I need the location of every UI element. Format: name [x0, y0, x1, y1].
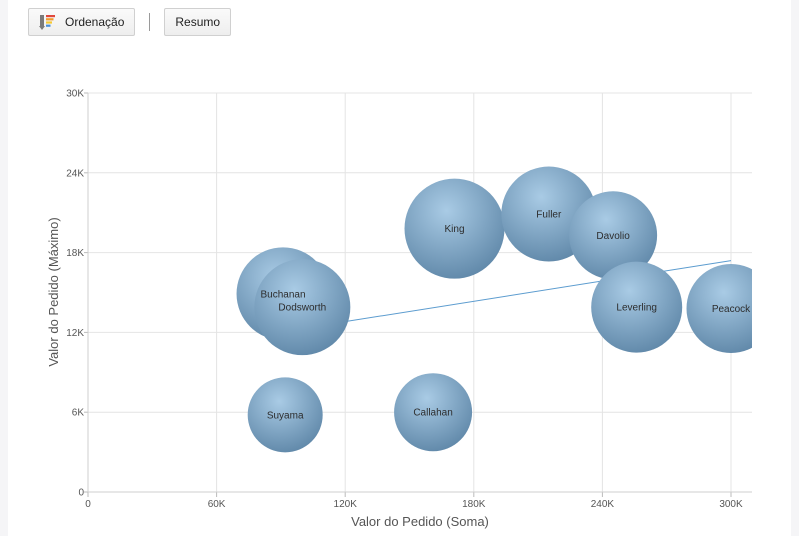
- x-tick-label: 240K: [591, 499, 615, 510]
- x-tick-label: 0: [85, 499, 91, 510]
- bubble-callahan[interactable]: [394, 373, 473, 452]
- chart-panel: [8, 0, 791, 536]
- x-tick-label: 180K: [462, 499, 486, 510]
- bubble-suyama[interactable]: [247, 377, 323, 453]
- axes: 0 6K 12K 18K 24K 30K 0 60K 120K 180K 240K 300K: [66, 89, 752, 510]
- sort-button-label: Ordenação: [65, 15, 125, 29]
- bubble-label: Peacock: [712, 304, 751, 315]
- y-tick-label: 18K: [66, 248, 84, 259]
- bubble-label: Leverling: [616, 303, 657, 314]
- bubble-label: Fuller: [536, 210, 562, 221]
- bubble-label: King: [445, 224, 465, 235]
- x-tick-label: 120K: [334, 499, 358, 510]
- sort-button[interactable]: Ordenação: [28, 8, 136, 36]
- bubble-leverling[interactable]: [591, 261, 683, 353]
- y-tick-label: 6K: [72, 408, 85, 419]
- toolbar-separator: [149, 13, 151, 31]
- bubble-peacock[interactable]: [686, 263, 776, 353]
- bubble-king[interactable]: [404, 178, 505, 279]
- sort-bars-icon: [39, 15, 55, 30]
- bubble-labels: Buchanan Dodsworth Suyama Callahan King Fulle…: [261, 210, 752, 422]
- bubbles: [236, 166, 776, 453]
- bubble-label: Davolio: [596, 231, 630, 242]
- bubble-label: Dodsworth: [278, 303, 326, 314]
- x-tick-label: 300K: [719, 499, 743, 510]
- summary-button[interactable]: Resumo: [164, 8, 232, 36]
- bubble-label: Callahan: [413, 408, 452, 419]
- chart-toolbar: Ordenação Resumo: [28, 7, 232, 37]
- summary-button-label: Resumo: [175, 15, 221, 29]
- y-tick-label: 0: [78, 488, 84, 499]
- bubble-davolio[interactable]: [569, 191, 658, 280]
- x-tick-label: 60K: [208, 499, 226, 510]
- y-tick-label: 30K: [66, 89, 84, 100]
- bubble-dodsworth[interactable]: [254, 259, 351, 356]
- x-axis-title: Valor do Pedido (Soma): [351, 514, 489, 529]
- y-tick-label: 24K: [66, 168, 84, 179]
- bubble-label: Suyama: [267, 410, 304, 421]
- bubble-label: Buchanan: [261, 289, 306, 300]
- y-tick-label: 12K: [66, 328, 84, 339]
- y-axis-title: Valor do Pedido (Máximo): [46, 217, 61, 366]
